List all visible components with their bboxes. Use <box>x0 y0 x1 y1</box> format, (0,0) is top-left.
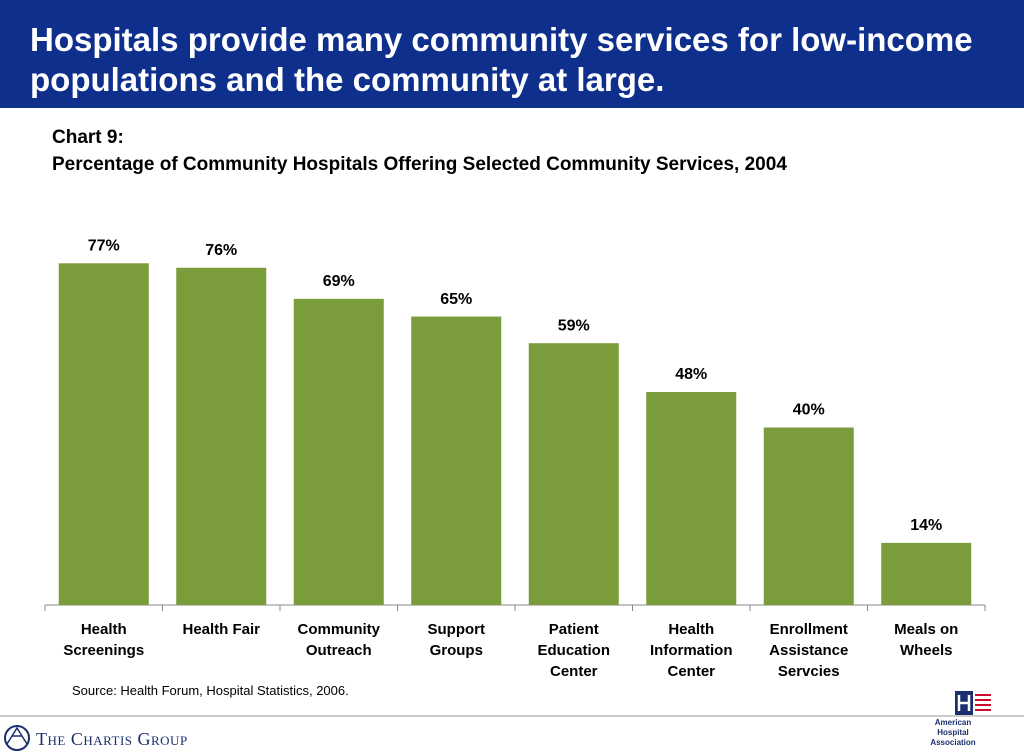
value-label: 65% <box>440 291 472 308</box>
chart-titles: Chart 9: Percentage of Community Hospita… <box>52 124 787 178</box>
chart-title: Chart 9: <box>52 127 124 148</box>
aha-icon <box>955 691 991 715</box>
x-tick-label: Enrollment Assistance Servcies <box>769 621 849 680</box>
value-label: 40% <box>793 402 825 419</box>
bar <box>646 392 737 605</box>
header-band <box>0 0 1024 108</box>
value-label: 48% <box>675 366 707 383</box>
bar <box>58 263 149 605</box>
bar <box>176 267 267 605</box>
value-label: 76% <box>205 242 237 259</box>
bar <box>411 316 502 605</box>
source-note: Source: Health Forum, Hospital Statistic… <box>72 683 349 698</box>
bar <box>881 542 972 605</box>
bar <box>528 343 619 605</box>
bar <box>293 298 384 605</box>
value-label: 59% <box>558 317 590 334</box>
value-label: 69% <box>323 273 355 290</box>
x-tick-label: Health Information Center <box>650 621 733 680</box>
value-label: 77% <box>88 238 120 255</box>
x-tick-label: Community Outreach <box>297 621 381 659</box>
x-tick-label: Patient Education Center <box>537 621 610 680</box>
x-tick-label: Health Screenings <box>63 621 145 659</box>
x-tick-label: Health Fair <box>182 621 261 638</box>
chart-subtitle: Percentage of Community Hospitals Offeri… <box>52 154 787 175</box>
slide-title: Hospitals provide many community service… <box>30 21 973 98</box>
x-tick-label: Meals on Wheels <box>894 621 959 659</box>
value-label: 14% <box>910 517 942 534</box>
x-tick-label: Support Groups <box>427 621 486 659</box>
left-logo: The Chartis Group <box>36 729 188 749</box>
right-logo: American Hospital Association <box>930 718 976 747</box>
chartis-icon <box>4 725 30 751</box>
bar <box>763 427 854 605</box>
